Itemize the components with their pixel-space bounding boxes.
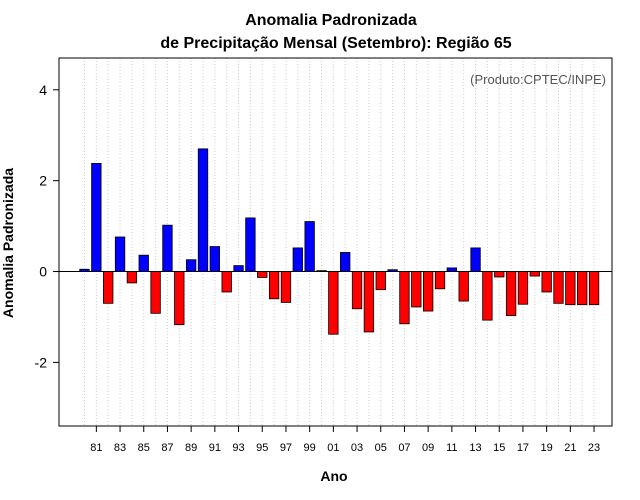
- bar-11: [446, 267, 458, 272]
- y-axis-label: Anomalia Padronizada: [0, 168, 16, 318]
- bar-19: [541, 271, 552, 293]
- x-tick-label-03: 03: [351, 442, 363, 454]
- x-tick-label-11: 11: [446, 442, 457, 454]
- x-tick-label-01: 01: [327, 442, 339, 454]
- x-tick-label-23: 23: [588, 442, 600, 454]
- bar-83: [114, 236, 126, 272]
- x-tick-label-09: 09: [422, 442, 434, 454]
- x-tick-label-15: 15: [493, 442, 505, 454]
- bar-07: [399, 271, 410, 325]
- y-tick-label: -2: [35, 354, 48, 370]
- x-tick-label-99: 99: [304, 442, 316, 454]
- x-tick-label-85: 85: [138, 442, 150, 454]
- bar-86: [150, 271, 161, 314]
- bar-04: [363, 271, 375, 333]
- x-tick-label-89: 89: [185, 442, 197, 454]
- bar-05: [375, 271, 386, 291]
- bar-97: [280, 271, 292, 303]
- bar-96: [268, 271, 280, 300]
- bar-08: [411, 271, 422, 308]
- bar-18: [529, 271, 540, 277]
- bar-87: [162, 224, 173, 272]
- bar-14: [482, 271, 493, 321]
- x-tick-label-13: 13: [469, 442, 481, 454]
- x-axis: 81 83 85 87 89 91 93 95 97 99 01 03 05 07 09 11 13 15 17 19…: [90, 426, 600, 454]
- x-tick-label-87: 87: [161, 442, 173, 454]
- bar-22: [577, 271, 588, 306]
- bar-84: [126, 271, 138, 284]
- x-tick-label-83: 83: [114, 442, 126, 454]
- bar-17: [517, 271, 529, 305]
- bar-21: [565, 271, 576, 306]
- bar-16: [505, 271, 517, 316]
- bar-89: [185, 259, 197, 272]
- grid-lines: [84, 58, 595, 426]
- x-tick-label-17: 17: [517, 442, 529, 454]
- bar-12: [458, 271, 469, 302]
- bar-93: [233, 265, 244, 272]
- bar-13: [470, 247, 481, 272]
- bar-23: [588, 271, 600, 306]
- y-tick-label: 4: [39, 82, 47, 98]
- chart-title: Anomalia Padronizada: [245, 12, 417, 29]
- bar-09: [422, 271, 434, 312]
- x-tick-label-19: 19: [541, 442, 553, 454]
- x-tick-label-21: 21: [564, 442, 576, 454]
- x-tick-label-95: 95: [256, 442, 268, 454]
- bar-03: [351, 271, 363, 310]
- bar-02: [340, 252, 351, 272]
- bar-01: [328, 271, 339, 335]
- x-tick-label-93: 93: [232, 442, 244, 454]
- x-axis-label: Ano: [320, 468, 347, 484]
- bar-91: [209, 246, 221, 272]
- x-tick-label-91: 91: [209, 442, 221, 454]
- bar-94: [245, 217, 256, 272]
- bar-99: [304, 221, 315, 272]
- source-annotation: (Produto:CPTEC/INPE): [470, 72, 606, 87]
- bar-88: [174, 271, 185, 326]
- y-tick-label: 2: [39, 173, 47, 189]
- bar-82: [103, 271, 114, 304]
- x-tick-label-05: 05: [375, 442, 387, 454]
- bar-90: [197, 148, 209, 272]
- bar-95: [257, 271, 268, 278]
- y-axis: -2 0 2 4: [35, 82, 59, 370]
- y-tick-label: 0: [39, 264, 47, 280]
- x-tick-label-81: 81: [90, 442, 102, 454]
- bar-20: [553, 271, 564, 304]
- plot-frame: [58, 57, 613, 427]
- x-tick-label-07: 07: [398, 442, 410, 454]
- x-tick-label-97: 97: [280, 442, 292, 454]
- bar-85: [138, 254, 149, 272]
- bar-81: [91, 162, 102, 272]
- bars: [79, 148, 600, 335]
- bar-98: [292, 247, 303, 272]
- bar-15: [494, 271, 505, 278]
- bar-92: [221, 271, 232, 293]
- chart-subtitle: de Precipitação Mensal (Setembro): Regiã…: [160, 35, 511, 52]
- bar-10: [434, 271, 446, 290]
